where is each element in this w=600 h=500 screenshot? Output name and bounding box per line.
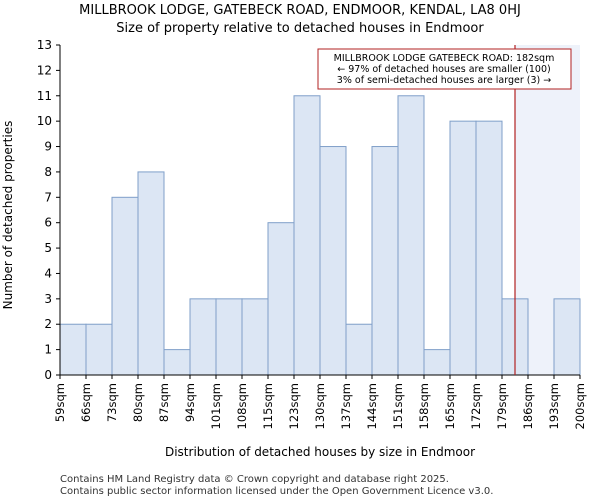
x-tick-label: 123sqm	[287, 383, 301, 429]
x-axis-label: Distribution of detached houses by size …	[165, 445, 475, 459]
y-tick-label: 10	[37, 114, 52, 128]
x-tick-label: 115sqm	[261, 383, 275, 429]
bar-80sqm	[137, 171, 165, 376]
annotation-line-1: MILLBROOK LODGE GATEBECK ROAD: 182sqm	[334, 53, 555, 64]
x-tick-label: 172sqm	[469, 383, 483, 429]
chart-subtitle: Size of property relative to detached ho…	[116, 21, 484, 36]
y-tick-label: 4	[44, 266, 52, 280]
bar-94sqm	[189, 298, 217, 376]
bar-73sqm	[111, 196, 139, 376]
bar-115sqm	[267, 222, 295, 376]
x-tick-label: 200sqm	[573, 383, 587, 429]
annotation-box: MILLBROOK LODGE GATEBECK ROAD: 182sqm ← …	[317, 48, 572, 90]
y-tick-label: 6	[44, 216, 52, 230]
x-tick-label: 101sqm	[209, 383, 223, 429]
y-tick-label: 7	[44, 190, 52, 204]
x-tick-label: 137sqm	[339, 383, 353, 429]
bar-151sqm	[397, 95, 425, 376]
x-tick-label: 59sqm	[53, 383, 67, 422]
bar-130sqm	[319, 146, 347, 376]
y-tick-label: 1	[44, 343, 52, 357]
x-tick-label: 158sqm	[417, 383, 431, 429]
bar-108sqm	[241, 298, 269, 376]
bar-144sqm	[371, 146, 399, 376]
x-tick-label: 80sqm	[131, 383, 145, 422]
y-tick-label: 3	[44, 292, 52, 306]
y-tick-label: 9	[44, 140, 52, 154]
x-tick-label: 144sqm	[365, 383, 379, 429]
x-tick-label: 165sqm	[443, 383, 457, 429]
bar-101sqm	[215, 298, 243, 376]
y-tick-label: 0	[44, 368, 52, 382]
bar-137sqm	[345, 323, 373, 376]
chart-title: MILLBROOK LODGE, GATEBECK ROAD, ENDMOOR,…	[79, 3, 521, 18]
y-axis-label: Number of detached properties	[1, 121, 15, 310]
y-tick-label: 2	[44, 317, 52, 331]
x-tick-label: 94sqm	[183, 383, 197, 422]
x-tick-label: 186sqm	[521, 383, 535, 429]
bar-66sqm	[85, 323, 113, 376]
y-tick-label: 12	[37, 63, 52, 77]
bar-59sqm	[59, 323, 87, 376]
x-tick-label: 193sqm	[547, 383, 561, 429]
x-tick-label: 151sqm	[391, 383, 405, 429]
footer-licence: Contains public sector information licen…	[60, 486, 494, 497]
x-tick-label: 179sqm	[495, 383, 509, 429]
x-tick-label: 73sqm	[105, 383, 119, 422]
y-tick-label: 5	[44, 241, 52, 255]
x-tick-label: 87sqm	[157, 383, 171, 422]
bar-172sqm	[475, 120, 503, 376]
footer-copyright: Contains HM Land Registry data © Crown c…	[60, 474, 449, 485]
bar-123sqm	[293, 95, 321, 376]
bar-193sqm	[553, 298, 581, 376]
x-tick-label: 130sqm	[313, 383, 327, 429]
bar-165sqm	[449, 120, 477, 376]
bar-87sqm	[163, 349, 191, 376]
annotation-line-3: 3% of semi-detached houses are larger (3…	[337, 75, 551, 86]
y-tick-label: 8	[44, 165, 52, 179]
x-tick-label: 108sqm	[235, 383, 249, 429]
x-tick-label: 66sqm	[79, 383, 93, 422]
y-tick-label: 13	[37, 38, 52, 52]
y-tick-label: 11	[37, 89, 52, 103]
annotation-line-2: ← 97% of detached houses are smaller (10…	[337, 64, 550, 75]
bar-158sqm	[423, 349, 451, 376]
